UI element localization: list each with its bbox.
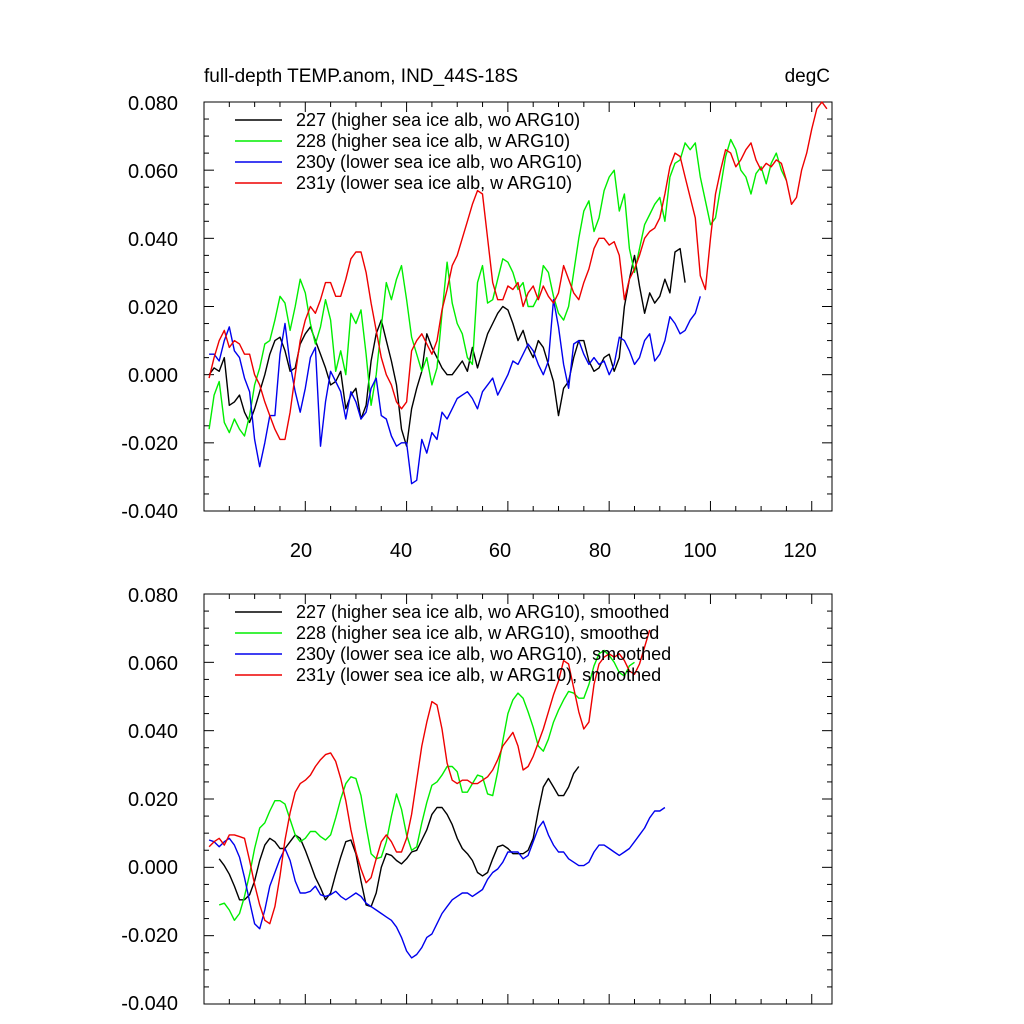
series-lines [208,101,828,485]
series-lines [208,629,666,959]
panel-top: full-depth TEMP.anom, IND_44S-18S degC 0… [121,66,833,562]
y-tick-label: 0.060 [128,653,178,675]
y-tick-label: 0.060 [128,161,178,183]
y-tick-labels: 0.080 0.060 0.040 0.020 0.000 -0.020 -0.… [121,93,178,523]
legend-label: 227 (higher sea ice alb, wo ARG10), smoo… [296,602,669,622]
legend-label: 230y (lower sea ice alb, wo ARG10), smoo… [296,644,671,664]
y-tick-label: 0.080 [128,585,178,607]
y-tick-label: 0.080 [128,93,178,115]
legend-label: 228 (higher sea ice alb, w ARG10) [296,131,570,151]
x-tick-label: 20 [290,540,312,562]
legend-label: 231y (lower sea ice alb, w ARG10), smoot… [296,665,661,685]
y-tick-label: -0.020 [121,925,178,947]
series-line-230y [208,806,666,959]
y-tick-labels: 0.080 0.060 0.040 0.020 0.000 -0.020 -0.… [121,585,178,1015]
y-tick-label: 0.020 [128,789,178,811]
y-tick-label: -0.040 [121,993,178,1015]
y-tick-label: -0.040 [121,501,178,523]
y-tick-label: 0.040 [128,229,178,251]
x-tick-label: 40 [390,540,412,562]
units-label: degC [785,66,830,87]
series-line-228 [218,649,635,921]
x-tick-label: 100 [683,540,716,562]
y-tick-label: 0.000 [128,365,178,387]
series-line-227 [218,766,580,908]
y-tick-label: 0.020 [128,297,178,319]
legend-label: 231y (lower sea ice alb, w ARG10) [296,173,572,193]
chart-title: full-depth TEMP.anom, IND_44S-18S [204,66,518,87]
legend-label: 230y (lower sea ice alb, wo ARG10) [296,152,582,172]
legend-label: 228 (higher sea ice alb, w ARG10), smoot… [296,623,659,643]
y-tick-label: -0.020 [121,433,178,455]
series-line-230y [209,296,701,485]
y-tick-label: 0.000 [128,857,178,879]
legend: 227 (higher sea ice alb, wo ARG10) 228 (… [235,110,582,193]
tick-marks [204,101,832,512]
series-line-231y [208,629,651,925]
x-tick-label: 80 [589,540,611,562]
legend-label: 227 (higher sea ice alb, wo ARG10) [296,110,580,130]
y-tick-label: 0.040 [128,721,178,743]
legend: 227 (higher sea ice alb, wo ARG10), smoo… [235,602,671,685]
panel-bottom: 0.080 0.060 0.040 0.020 0.000 -0.020 -0.… [121,585,833,1015]
tick-marks [204,593,832,1005]
x-tick-label: 120 [783,540,816,562]
x-tick-labels: 20 40 60 80 100 120 [290,540,817,562]
series-line-227 [208,247,686,447]
x-tick-label: 60 [489,540,511,562]
series-line-228 [208,138,788,437]
series-line-231y [208,101,828,441]
